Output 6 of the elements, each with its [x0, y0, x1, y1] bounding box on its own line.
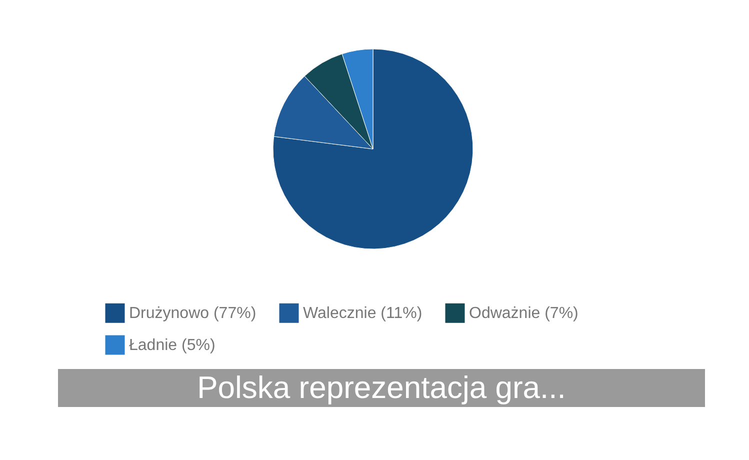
pie-slice [272, 48, 474, 250]
legend-label: Walecznie (11%) [303, 305, 422, 322]
legend-label: Odważnie (7%) [469, 305, 578, 322]
legend-label: Ładnie (5%) [129, 337, 216, 354]
legend-label: Drużynowo (77%) [129, 305, 256, 322]
text: Polska reprezentacja gra... [197, 370, 566, 405]
